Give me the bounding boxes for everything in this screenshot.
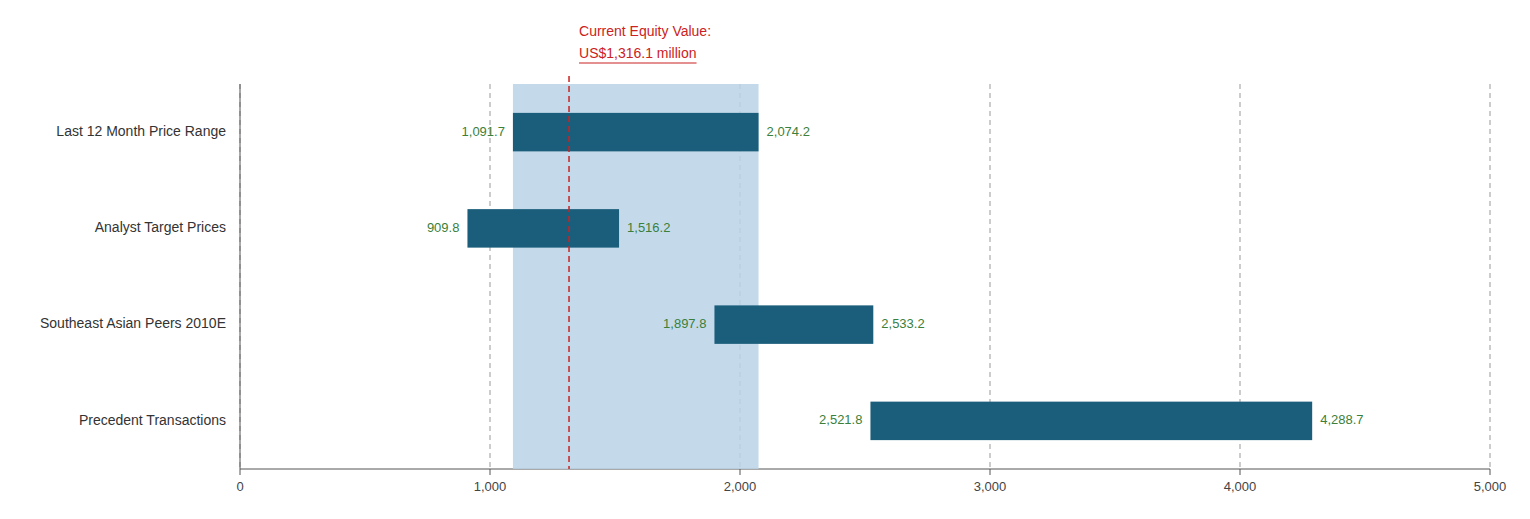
y-axis: Last 12 Month Price Range Analyst Target … <box>40 123 226 428</box>
range-bar <box>714 305 873 344</box>
category-label: Analyst Target Prices <box>95 219 226 235</box>
x-axis-line <box>240 469 1490 470</box>
annotation: Current Equity Value: US$1,316.1 million <box>579 23 711 63</box>
annotation-text: Current Equity Value: <box>579 23 711 39</box>
category-label: Precedent Transactions <box>79 412 226 428</box>
tick-label: 5,000 <box>1474 479 1507 494</box>
data-label: 2,074.2 <box>767 124 810 139</box>
plot-area <box>467 84 1312 469</box>
tick-mark <box>240 469 241 475</box>
tick-label: 1,000 <box>474 479 507 494</box>
data-label: 909.8 <box>427 220 460 235</box>
data-label: 1,516.2 <box>627 220 670 235</box>
range-bar <box>467 209 619 248</box>
data-labels: 1,091.7 2,074.2 909.8 1,516.2 1,897.8 2,533.2… <box>427 124 1364 428</box>
category-label: Southeast Asian Peers 2010E <box>40 315 226 331</box>
tick-mark <box>1490 469 1491 475</box>
range-bar <box>870 402 1312 441</box>
x-axis: 0 1,000 2,000 3,000 4,000 5,000 <box>236 469 1506 494</box>
reference-line <box>568 76 570 469</box>
data-label: 1,897.8 <box>663 316 706 331</box>
tick-label: 3,000 <box>974 479 1007 494</box>
tick-label: 2,000 <box>724 479 757 494</box>
tick-mark <box>1240 469 1241 475</box>
tick-label: 4,000 <box>1224 479 1257 494</box>
category-label: Last 12 Month Price Range <box>56 123 226 139</box>
grid-line <box>490 84 491 469</box>
data-label: 2,533.2 <box>881 316 924 331</box>
range-bar <box>513 113 759 152</box>
grid-line <box>1490 84 1491 469</box>
tick-label: 0 <box>236 479 243 494</box>
data-label: 1,091.7 <box>462 124 505 139</box>
data-label: 4,288.7 <box>1320 412 1363 427</box>
tick-mark <box>990 469 991 475</box>
chart: 0 1,000 2,000 3,000 4,000 5,000 Last 12 Month … <box>0 0 1530 519</box>
data-label: 2,521.8 <box>819 412 862 427</box>
tick-mark <box>490 469 491 475</box>
y-axis-line <box>240 84 241 469</box>
annotation-text: US$1,316.1 million <box>579 45 697 61</box>
annotation-underline <box>579 62 697 63</box>
grid-line <box>240 84 241 469</box>
grid <box>240 84 1490 469</box>
highlight-band <box>513 84 759 469</box>
tick-mark <box>740 469 741 475</box>
